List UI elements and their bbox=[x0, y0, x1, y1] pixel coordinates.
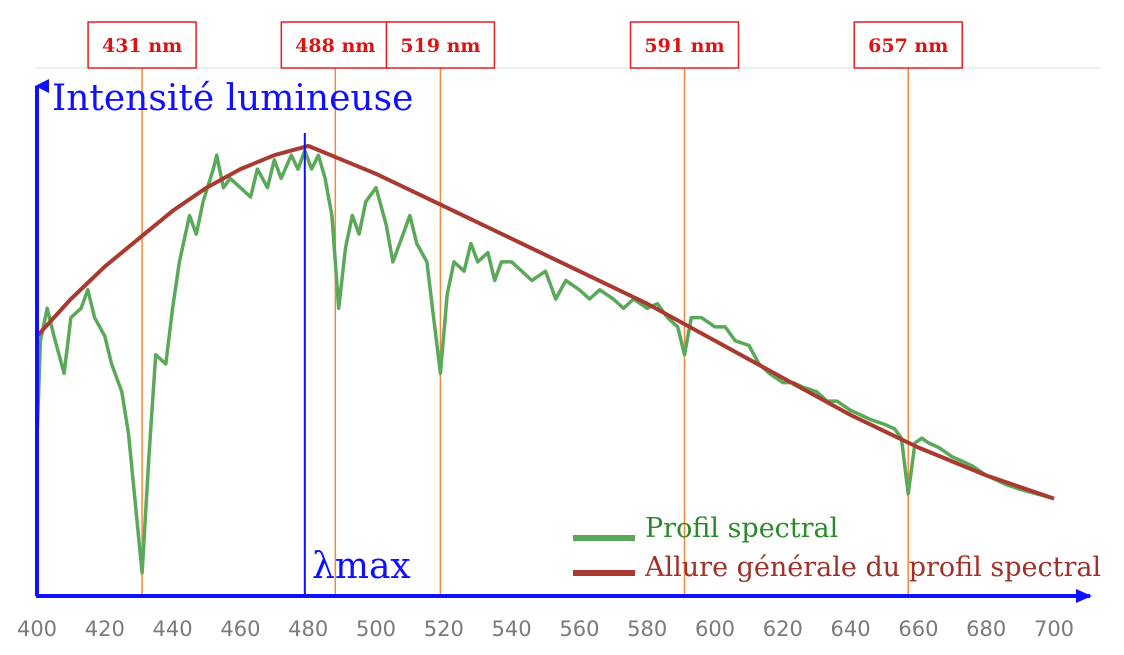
x-tick-label: 660 bbox=[898, 617, 938, 641]
annotation-label: 657 nm bbox=[868, 35, 948, 57]
curves bbox=[35, 143, 1055, 575]
annotation-label: 431 nm bbox=[102, 35, 182, 57]
x-tick-label: 700 bbox=[1034, 617, 1074, 641]
legend-label-allure: Allure générale du profil spectral bbox=[644, 552, 1101, 583]
series-line-allure bbox=[35, 143, 1055, 501]
annotation-box bbox=[385, 21, 496, 69]
x-tick-label: 680 bbox=[966, 617, 1006, 641]
series-line-profil bbox=[35, 148, 1055, 575]
x-tick-label: 440 bbox=[153, 617, 193, 641]
x-tick-label: 480 bbox=[288, 617, 328, 641]
x-tick-label: 460 bbox=[220, 617, 260, 641]
annotation-boxes: 431 nm 488 nm 519 nm 591 nm 657 nm bbox=[87, 21, 963, 69]
x-tick-label: 600 bbox=[695, 617, 735, 641]
x-tick-label: 580 bbox=[627, 617, 667, 641]
x-tick-label: 400 bbox=[17, 617, 57, 641]
annotation-box bbox=[853, 21, 963, 69]
y-axis-label: Intensité lumineuse bbox=[52, 78, 413, 119]
x-tick-label: 560 bbox=[559, 617, 599, 641]
x-tick-label: 620 bbox=[763, 617, 803, 641]
x-tick-labels: 400 420 440 460 480 500 520 540 560 580 600 620 640 6… bbox=[17, 617, 1074, 641]
x-tick-label: 500 bbox=[356, 617, 396, 641]
x-tick-label: 640 bbox=[831, 617, 871, 641]
x-tick-label: 540 bbox=[492, 617, 532, 641]
x-tick-label: 420 bbox=[85, 617, 125, 641]
annotation-label: 591 nm bbox=[644, 35, 724, 57]
annotation-box bbox=[629, 21, 740, 69]
x-tick-label: 520 bbox=[424, 617, 464, 641]
annotation-box bbox=[87, 21, 197, 69]
annotation-label: 488 nm bbox=[295, 35, 375, 57]
annotation-label: 519 nm bbox=[400, 35, 480, 57]
lambda-max-label: λmax bbox=[312, 546, 411, 587]
annotation-box bbox=[280, 21, 391, 69]
legend: Profil spectral Allure générale du profi… bbox=[573, 513, 1101, 583]
legend-label-profil: Profil spectral bbox=[645, 513, 838, 544]
